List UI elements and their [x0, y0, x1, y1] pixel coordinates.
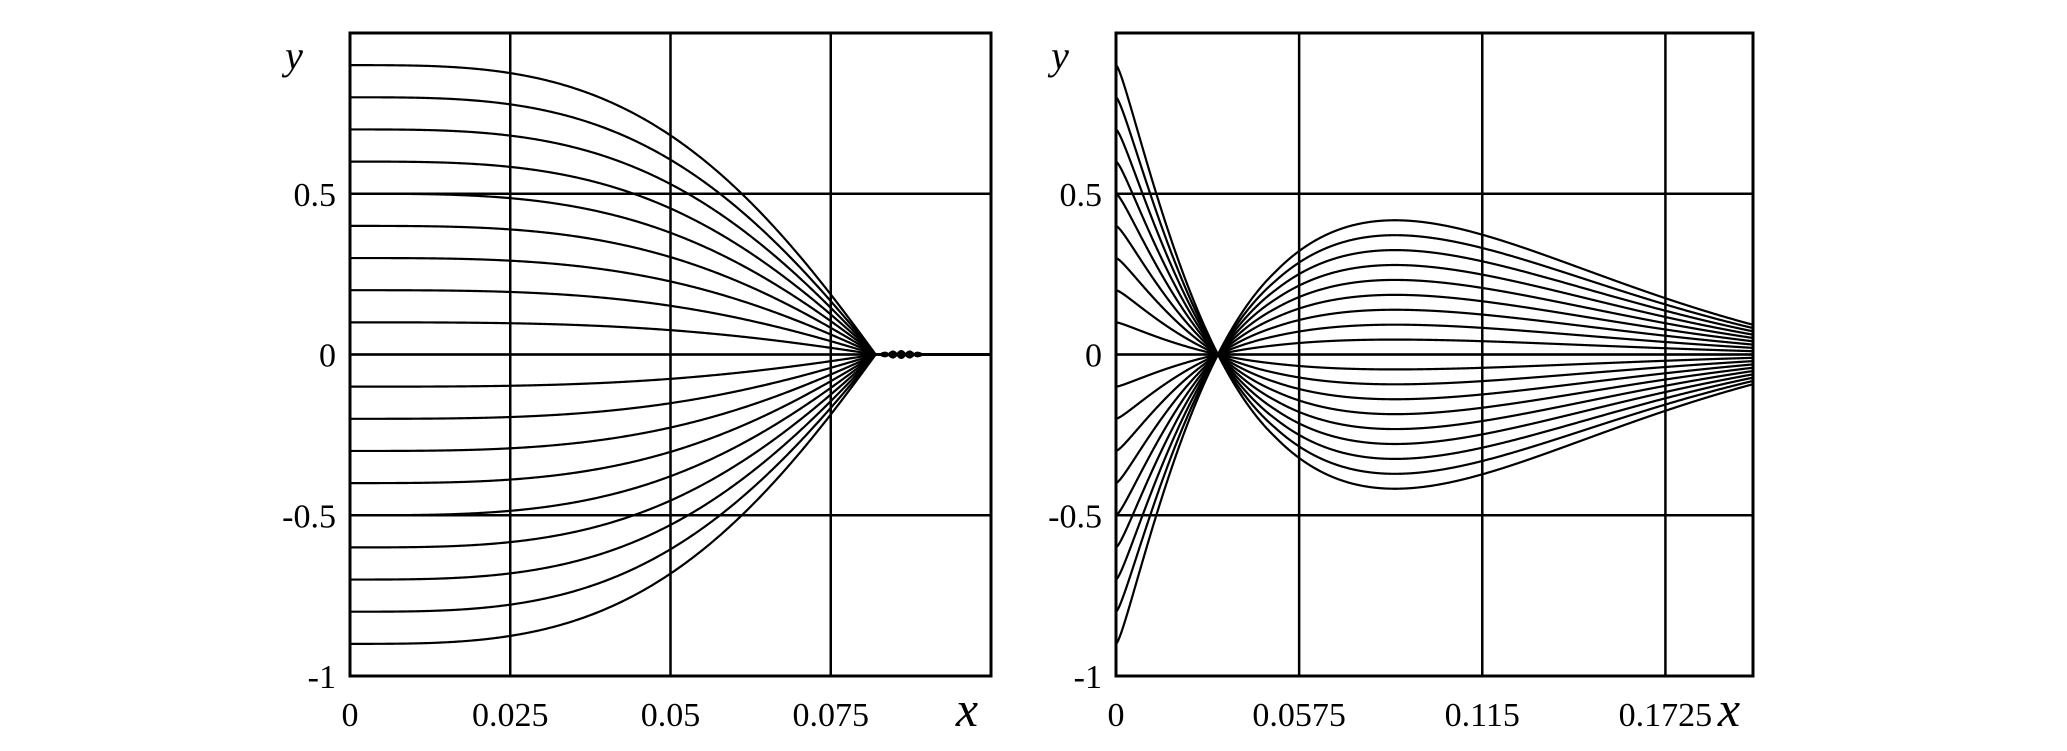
trajectory-line — [1115, 323, 1754, 420]
x-tick-label: 0.075 — [793, 697, 870, 734]
trajectory-line — [1115, 96, 1754, 475]
x-axis-label: x — [1717, 681, 1740, 737]
trajectory-line — [1115, 289, 1754, 386]
x-tick-label: 0 — [1108, 697, 1125, 734]
right-chart: 0 0.0575 0.115 0.1725 0.5 0 -0.5 -1 x y — [1047, 31, 1755, 737]
y-tick-label: -1 — [308, 659, 336, 696]
y-tick-label: 0 — [1085, 338, 1102, 375]
x-axis-label: x — [955, 681, 978, 737]
trajectory-line — [1115, 219, 1754, 645]
x-tick-label: 0.1725 — [1619, 697, 1713, 734]
y-tick-label: -1 — [1074, 659, 1102, 696]
x-tick-label: 0.05 — [641, 697, 701, 734]
x-tick-label: 0.025 — [472, 697, 549, 734]
y-tick-label: 0.5 — [1060, 177, 1103, 214]
left-chart: 0 0.025 0.05 0.075 0.5 0 -0.5 -1 x y — [281, 31, 993, 737]
trajectory-line — [1115, 293, 1754, 485]
y-tick-label: 0.5 — [294, 177, 337, 214]
trajectory-line — [1115, 249, 1754, 581]
plot-frame — [348, 31, 993, 678]
trajectory-line — [1115, 234, 1754, 613]
trajectory-line — [350, 64, 991, 360]
x-tick-label: 0.115 — [1445, 697, 1520, 734]
trajectory-line — [1115, 224, 1754, 416]
y-tick-label: -0.5 — [1048, 498, 1102, 535]
trajectory-line — [1115, 64, 1754, 490]
y-axis-label: y — [281, 33, 303, 78]
trajectory-line — [1115, 128, 1754, 460]
y-tick-label: 0 — [319, 338, 336, 375]
x-tick-label: 0.0575 — [1252, 697, 1346, 734]
x-tick-label: 0 — [342, 697, 359, 734]
y-axis-label: y — [1047, 33, 1069, 78]
plot-frame — [1114, 31, 1755, 678]
y-tick-label: -0.5 — [282, 498, 336, 535]
